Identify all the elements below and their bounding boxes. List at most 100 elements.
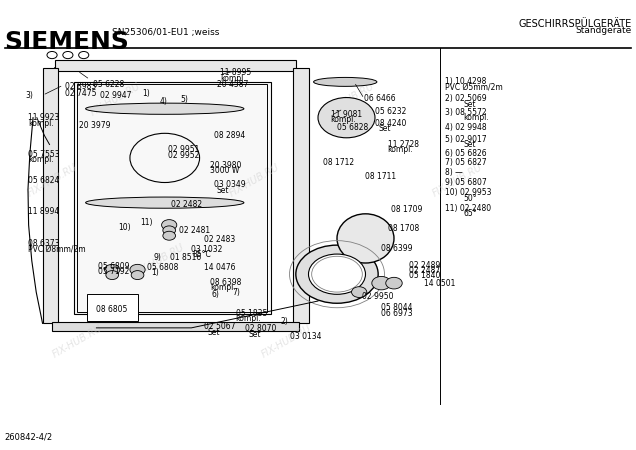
Text: kompl.: kompl. [236,315,261,324]
Circle shape [79,51,89,59]
Text: 11 9081: 11 9081 [331,110,362,119]
Text: 4): 4) [160,97,167,106]
Bar [55,59,296,71]
Bar [52,322,299,332]
Text: PVC Ø5mm/2m: PVC Ø5mm/2m [445,83,502,92]
Text: kompl.: kompl. [220,74,245,83]
Text: FIX-HUB.RU: FIX-HUB.RU [133,243,186,279]
Text: 14 0501: 14 0501 [424,279,456,288]
Text: 08 1709: 08 1709 [391,205,422,214]
Ellipse shape [86,103,244,114]
Text: kompl.: kompl. [211,283,236,292]
Text: 02 8070: 02 8070 [245,324,277,333]
Text: 02 2487: 02 2487 [408,266,440,275]
Text: Set: Set [207,328,219,337]
Text: 05 1840: 05 1840 [408,271,440,280]
Text: FIX-HUB.RU: FIX-HUB.RU [88,81,142,118]
Text: 02 5067: 02 5067 [204,323,235,332]
Text: 14 0476: 14 0476 [204,263,235,272]
Text: Set: Set [464,140,476,149]
Text: FIX-HUB.RU: FIX-HUB.RU [323,81,377,118]
Text: 10): 10) [118,223,131,232]
Text: FIX-HUB.RU: FIX-HUB.RU [336,243,389,279]
Text: kompl.: kompl. [28,118,53,127]
Circle shape [131,270,144,279]
Circle shape [296,245,378,303]
Text: kompl.: kompl. [388,145,413,154]
Text: 9) 05 6807: 9) 05 6807 [445,178,487,187]
Circle shape [106,270,118,279]
Text: 20 4587: 20 4587 [217,80,248,89]
FancyBboxPatch shape [55,68,296,324]
Text: 3): 3) [25,91,33,100]
Text: 11): 11) [141,218,153,227]
Text: Set: Set [464,100,476,109]
Text: 9): 9) [153,253,162,262]
Text: 11) 02 2480: 11) 02 2480 [445,203,491,212]
Text: 08 1711: 08 1711 [366,172,397,181]
Text: 08 2894: 08 2894 [214,131,245,140]
FancyBboxPatch shape [74,82,270,315]
Text: FIX-HUB.RU: FIX-HUB.RU [25,162,79,198]
Text: kompl.: kompl. [464,113,489,122]
Text: 7): 7) [233,288,240,297]
Text: 20 3979: 20 3979 [79,121,110,130]
Text: FIX-HUB.RU: FIX-HUB.RU [431,162,484,198]
Text: 02 2483: 02 2483 [204,235,235,244]
Bar [293,68,308,324]
Text: GESCHIRRSPÜLGERÄTE: GESCHIRRSPÜLGERÄTE [518,19,632,29]
Text: Set: Set [378,124,391,133]
Text: FIX-HUB.RU: FIX-HUB.RU [228,162,281,198]
Text: 05 6232: 05 6232 [375,107,406,116]
Text: 06 6973: 06 6973 [382,309,413,318]
Text: 08 6373: 08 6373 [28,239,60,248]
Text: 08 6805: 08 6805 [97,306,128,315]
Text: 85°C: 85°C [193,250,211,259]
Circle shape [130,264,145,275]
Text: 260842-4/2: 260842-4/2 [4,433,53,442]
Circle shape [352,287,367,297]
Circle shape [163,231,176,240]
Ellipse shape [86,197,244,208]
Text: 05 7192: 05 7192 [99,267,130,276]
Text: 02 2489: 02 2489 [408,261,440,270]
Ellipse shape [337,214,394,263]
Text: Standgeräte: Standgeräte [575,26,632,35]
Text: 05 6824: 05 6824 [28,176,59,185]
Text: 02 8983: 02 8983 [65,82,96,91]
Text: 08 6398: 08 6398 [211,278,242,287]
Circle shape [163,226,176,235]
Text: kompl.: kompl. [331,115,356,124]
Text: 1) 10 4298: 1) 10 4298 [445,77,486,86]
Text: 02 2481: 02 2481 [179,226,210,235]
Text: 02 9947: 02 9947 [100,91,131,100]
Text: 08 1712: 08 1712 [323,158,354,167]
Circle shape [104,264,120,275]
Bar [87,294,137,321]
Text: 6) 05 6826: 6) 05 6826 [445,149,487,158]
Text: 11 2728: 11 2728 [388,140,418,149]
Text: 05 7553: 05 7553 [28,150,60,159]
Text: PVC Ø8mm/2m: PVC Ø8mm/2m [28,245,86,254]
Text: FIX-HUB.RU: FIX-HUB.RU [51,323,104,360]
Text: 11 9923: 11 9923 [28,113,59,122]
Text: 05 6809: 05 6809 [99,261,130,270]
Bar [43,68,59,324]
Text: 02 7475: 02 7475 [65,89,96,98]
Text: Set: Set [248,329,261,338]
Circle shape [63,51,73,59]
Text: 4) 02 9948: 4) 02 9948 [445,123,487,132]
Circle shape [47,51,57,59]
Text: 8) —: 8) — [445,168,462,177]
Text: 03 0349: 03 0349 [214,180,245,189]
Text: 6): 6) [212,290,219,299]
Text: 1): 1) [151,268,158,277]
Ellipse shape [318,98,375,138]
Text: 08 1708: 08 1708 [388,224,419,233]
Text: 05 6808: 05 6808 [147,263,179,272]
Text: SIEMENS: SIEMENS [4,31,130,54]
Text: 08 4240: 08 4240 [375,118,406,127]
Text: 1): 1) [142,89,149,98]
Circle shape [372,276,391,290]
Text: 20 3980: 20 3980 [211,161,242,170]
